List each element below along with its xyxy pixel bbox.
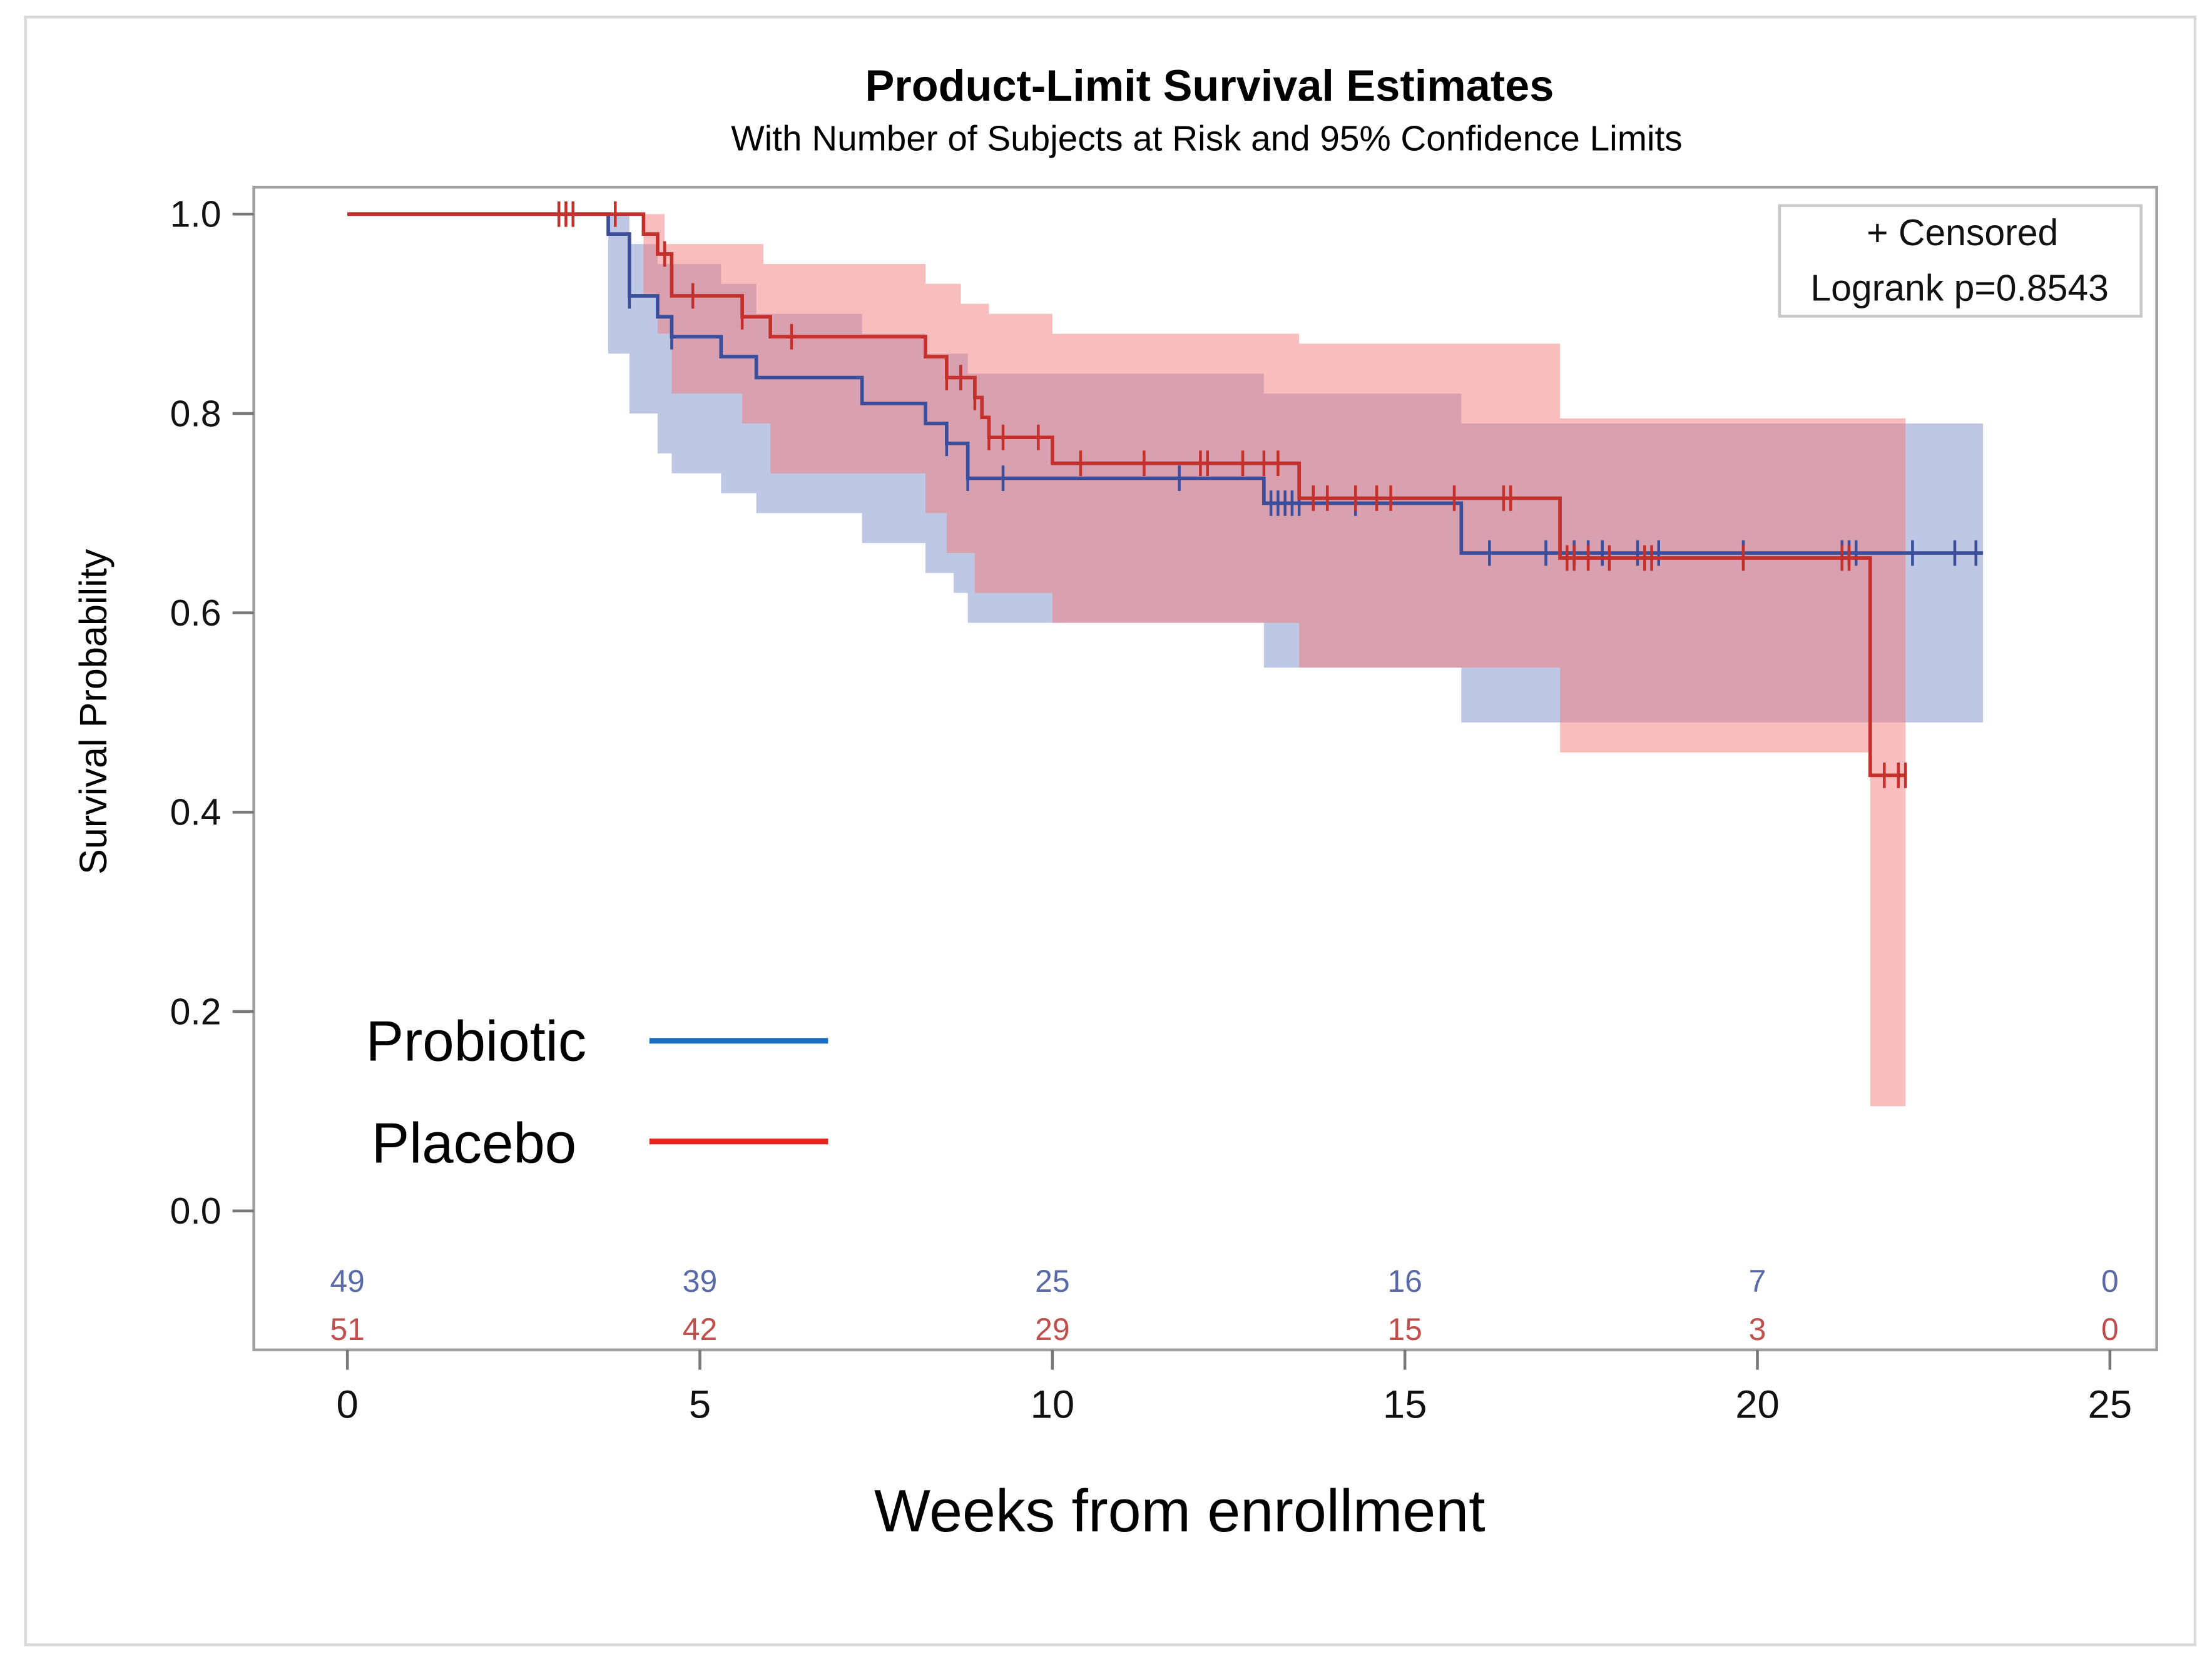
y-tick-label: 0.2	[170, 992, 222, 1032]
x-tick-label: 0	[337, 1383, 359, 1427]
at-risk-count-probiotic: 25	[1035, 1264, 1069, 1299]
confidence-bands	[347, 214, 1984, 1107]
x-tick-label: 10	[1031, 1383, 1075, 1427]
y-axis-label: Survival Probability	[72, 549, 115, 875]
at-risk-count-probiotic: 7	[1749, 1264, 1766, 1299]
at-risk-count-placebo: 51	[330, 1312, 364, 1347]
x-tick-label: 25	[2088, 1383, 2133, 1427]
confidence-band-placebo	[347, 214, 1906, 1107]
y-tick-label: 0.4	[170, 793, 222, 833]
legend-label-probiotic: Probiotic	[366, 1010, 587, 1073]
at-risk-count-placebo: 29	[1035, 1312, 1069, 1347]
y-tick-label: 0.8	[170, 393, 222, 434]
x-tick-label: 15	[1383, 1383, 1427, 1427]
legend-label-placebo: Placebo	[372, 1112, 577, 1175]
x-axis-label: Weeks from enrollment	[874, 1478, 1486, 1545]
logrank-label: Logrank p=0.8543	[1810, 268, 2109, 309]
at-risk-count-probiotic: 49	[330, 1264, 364, 1299]
y-tick-label: 0.0	[170, 1191, 222, 1232]
at-risk-count-probiotic: 16	[1387, 1264, 1422, 1299]
y-tick-label: 1.0	[170, 195, 222, 235]
at-risk-count-probiotic: 0	[2101, 1264, 2119, 1299]
y-tick-label: 0.6	[170, 593, 222, 634]
at-risk-table: 49 39 25 16 7 0 51 42 29 15 3 0	[330, 1264, 2118, 1347]
x-tick-label: 5	[689, 1383, 711, 1427]
y-axis: 0.0 0.2 0.4 0.6 0.8 1.0	[170, 195, 254, 1232]
at-risk-count-placebo: 15	[1387, 1312, 1422, 1347]
legend: Probiotic Placebo	[366, 1010, 828, 1175]
survival-curve-probiotic	[347, 212, 1984, 555]
at-risk-count-placebo: 3	[1749, 1312, 1766, 1347]
at-risk-count-probiotic: 39	[683, 1264, 717, 1299]
x-tick-label: 20	[1735, 1383, 1780, 1427]
x-axis: 0 5 10 15 20 25	[337, 1348, 2133, 1427]
chart-subtitle: With Number of Subjects at Risk and 95% …	[731, 119, 1682, 158]
inset-box: + Censored Logrank p=0.8543	[1778, 204, 2143, 318]
survival-curves	[347, 201, 1984, 788]
at-risk-count-placebo: 42	[683, 1312, 717, 1347]
at-risk-count-placebo: 0	[2101, 1312, 2119, 1347]
censored-label: + Censored	[1867, 213, 2058, 253]
chart-title: Product-Limit Survival Estimates	[865, 61, 1554, 110]
